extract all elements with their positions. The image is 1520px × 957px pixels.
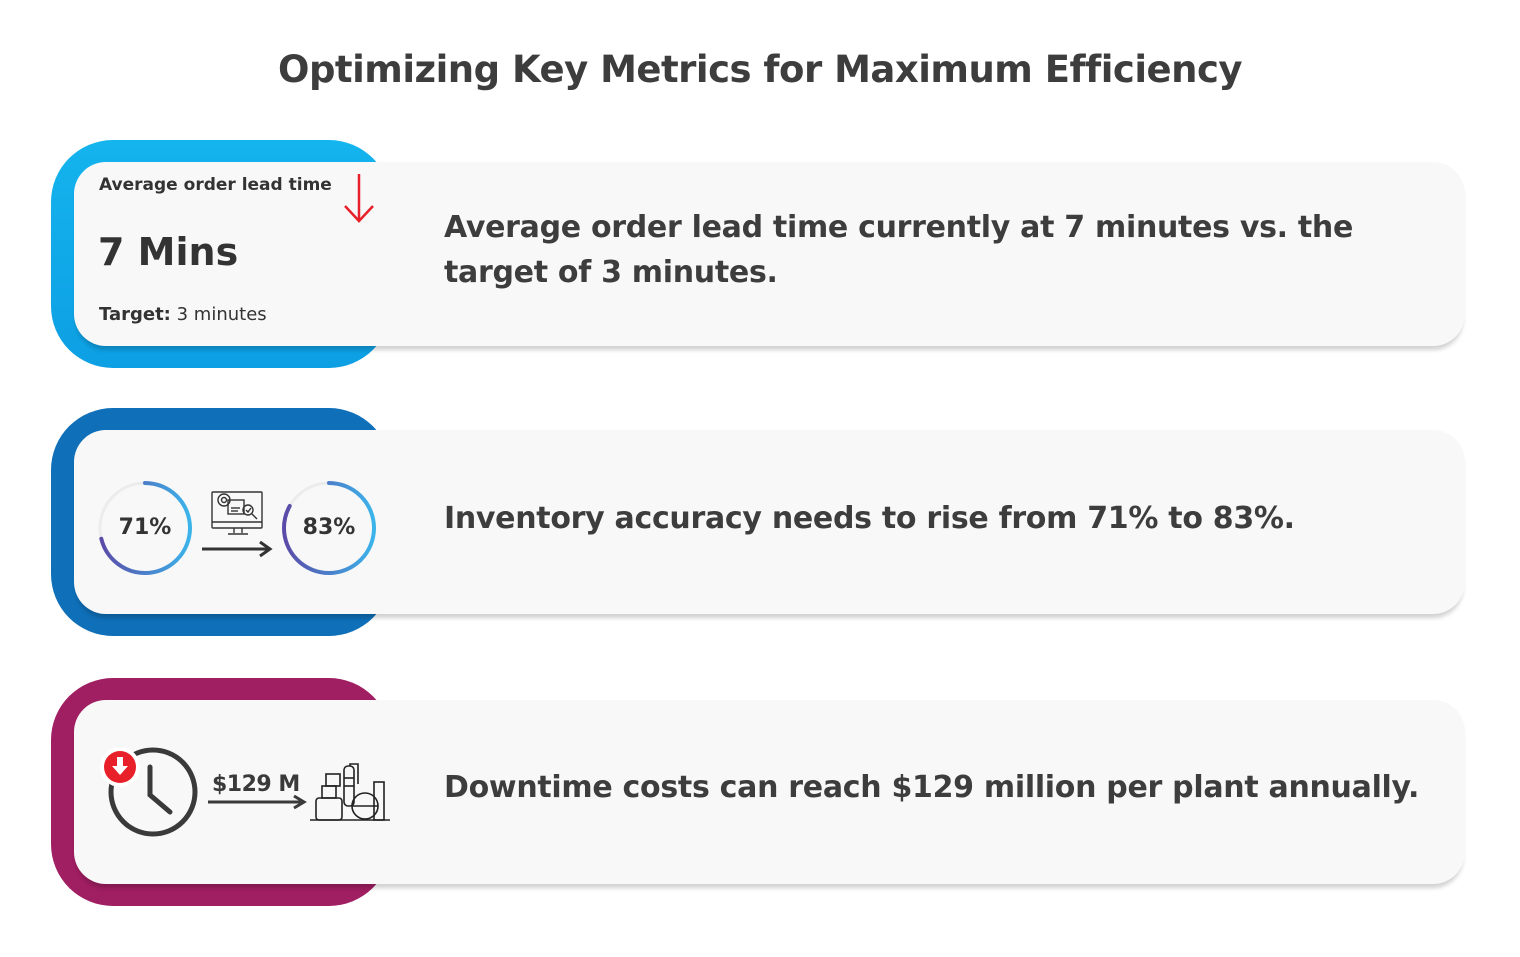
card-body [74,700,1465,884]
card-body [74,162,1465,346]
card-description: Downtime costs can reach $129 million pe… [444,770,1420,805]
inventory-monitor-icon [211,491,263,535]
cost-amount: $129 M [212,772,300,797]
ring-defs [0,0,1,1]
progress-ring-to [282,481,376,575]
ring-arc [282,481,376,575]
card-description: Inventory accuracy needs to rise from 71… [444,501,1295,536]
ring-arc [98,481,192,575]
arrow-right-icon [202,540,273,558]
factory-icon [310,763,390,821]
from-value: 71% [118,515,172,540]
card-description: Average order lead time currently at 7 m… [444,210,1354,290]
arrow-right-icon [208,794,307,810]
page-title: Optimizing Key Metrics for Maximum Effic… [277,48,1243,91]
target-value: 3 minutes [176,304,267,325]
metric-value: 7 Mins [98,230,239,274]
target-label: Target: [99,304,171,325]
to-value: 83% [302,515,356,540]
metric-label: Average order lead time [99,175,332,195]
clock-down-icon [100,747,198,837]
progress-ring-from [98,481,192,575]
arrow-down-icon [344,174,374,223]
card-body [74,430,1465,614]
metric-target: Target: 3 minutes [99,304,267,325]
